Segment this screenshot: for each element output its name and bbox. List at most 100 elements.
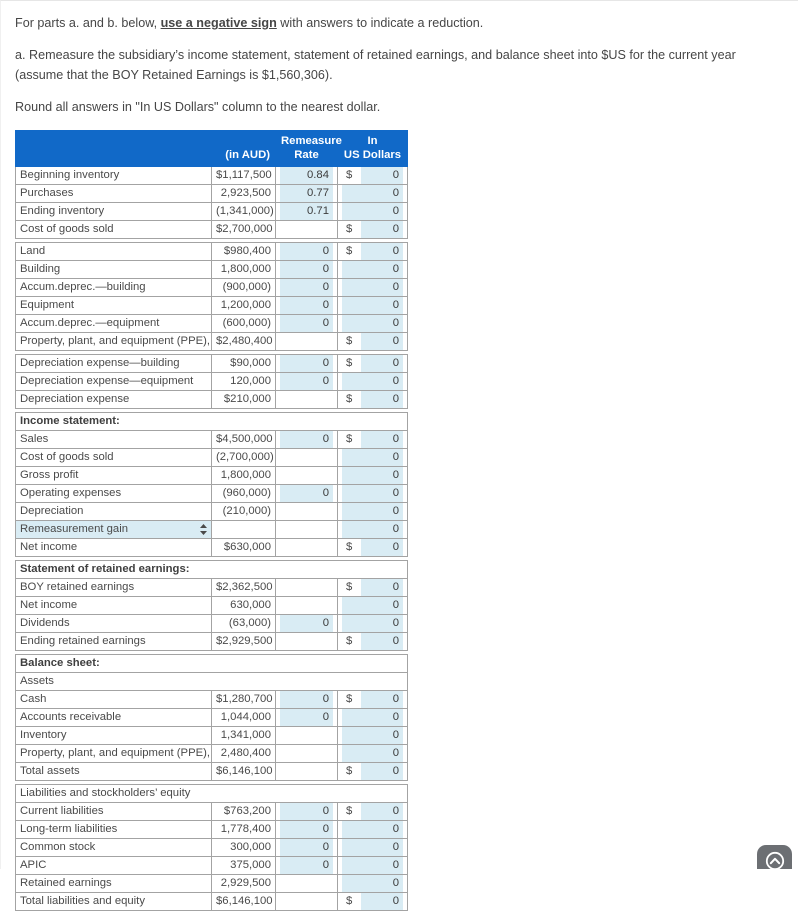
usd-cell-inner [342, 297, 403, 314]
rate-input-equipment[interactable] [280, 297, 333, 314]
section-row-statement-of-retained-earnings: Statement of retained earnings: [15, 559, 408, 579]
remeasurement-gain-select[interactable]: Remeasurement gain [15, 519, 212, 539]
row-label: Equipment [15, 295, 212, 315]
usd-input-sales[interactable] [361, 431, 403, 448]
usd-input-net-income[interactable] [342, 597, 403, 614]
usd-input-operating-expenses[interactable] [342, 485, 403, 502]
usd-cell [337, 201, 408, 221]
rate-input-purchases[interactable] [280, 185, 333, 202]
row-label: Land [15, 241, 212, 261]
rate-input-current-liabilities[interactable] [280, 803, 333, 820]
aud-value: $2,362,500 [211, 577, 276, 597]
rate-input-accum-deprec-building[interactable] [280, 279, 333, 296]
usd-input-accum-deprec-equipment[interactable] [342, 315, 403, 332]
rate-input-cash[interactable] [280, 691, 333, 708]
rate-cell [275, 259, 338, 279]
usd-input-depreciation[interactable] [342, 503, 403, 520]
section-title: Balance sheet: [15, 653, 408, 673]
usd-input-cost-of-goods-sold[interactable] [361, 221, 403, 238]
header-in-us-dollars: In US Dollars [337, 129, 408, 167]
rate-input-long-term-liabilities[interactable] [280, 821, 333, 838]
rate-input-ending-inventory[interactable] [280, 203, 333, 220]
table-row-accounts-receivable: Accounts receivable 1,044,000 [15, 707, 408, 727]
usd-input-equipment[interactable] [342, 297, 403, 314]
usd-input-land[interactable] [361, 243, 403, 260]
rate-input-dividends[interactable] [280, 615, 333, 632]
usd-input-depreciation-expense[interactable] [361, 391, 403, 408]
rate-input-building[interactable] [280, 261, 333, 278]
usd-input-apic[interactable] [342, 857, 403, 874]
rate-cell [275, 241, 338, 261]
usd-input-retained-earnings[interactable] [342, 875, 403, 892]
usd-input-purchases[interactable] [342, 185, 403, 202]
usd-cell-inner [342, 503, 403, 520]
usd-input-ending-inventory[interactable] [342, 203, 403, 220]
usd-input-remeasurement-gain[interactable] [342, 521, 403, 538]
table-row-depreciation-expense-equipment: Depreciation expense—equipment 120,000 [15, 371, 408, 391]
row-label: APIC [15, 855, 212, 875]
rate-input-accum-deprec-equipment[interactable] [280, 315, 333, 332]
rate-cell [275, 519, 338, 539]
row-label: Depreciation expense—building [15, 353, 212, 373]
usd-cell-inner [342, 875, 403, 892]
usd-cell-inner: $ [342, 355, 403, 372]
rate-input-depreciation-expense-equipment[interactable] [280, 373, 333, 390]
usd-input-cash[interactable] [361, 691, 403, 708]
dollar-sign-label: $ [346, 335, 353, 348]
usd-input-total-assets[interactable] [361, 763, 403, 780]
row-label: Depreciation expense [15, 389, 212, 409]
usd-input-building[interactable] [342, 261, 403, 278]
usd-cell-inner [342, 485, 403, 502]
rate-input-land[interactable] [280, 243, 333, 260]
scroll-to-top-button[interactable] [757, 845, 792, 869]
rate-input-sales[interactable] [280, 431, 333, 448]
aud-value: $4,500,000 [211, 429, 276, 449]
table-row-apic: APIC 375,000 [15, 855, 408, 875]
usd-input-dividends[interactable] [342, 615, 403, 632]
row-label: Total liabilities and equity [15, 891, 212, 911]
usd-input-common-stock[interactable] [342, 839, 403, 856]
rate-input-depreciation-expense-building[interactable] [280, 355, 333, 372]
row-label: Net income [15, 537, 212, 557]
usd-cell [337, 277, 408, 297]
rate-cell-inner [280, 803, 333, 820]
usd-input-long-term-liabilities[interactable] [342, 821, 403, 838]
aud-value: (210,000) [211, 501, 276, 521]
rate-cell-inner [280, 315, 333, 332]
aud-value: (600,000) [211, 313, 276, 333]
usd-cell: $ [337, 631, 408, 651]
usd-input-inventory[interactable] [342, 727, 403, 744]
dollar-sign-label: $ [346, 223, 353, 236]
usd-cell [337, 259, 408, 279]
rate-input-common-stock[interactable] [280, 839, 333, 856]
dollar-sign-label: $ [346, 541, 353, 554]
usd-input-net-income[interactable] [361, 539, 403, 556]
usd-input-gross-profit[interactable] [342, 467, 403, 484]
usd-input-current-liabilities[interactable] [361, 803, 403, 820]
rate-input-operating-expenses[interactable] [280, 485, 333, 502]
aud-value: 1,800,000 [211, 259, 276, 279]
usd-input-accounts-receivable[interactable] [342, 709, 403, 726]
usd-input-property-plant-and-equipment-ppe-net[interactable] [342, 745, 403, 762]
rate-input-apic[interactable] [280, 857, 333, 874]
instruction-suffix: with answers to indicate a reduction. [276, 16, 484, 30]
usd-input-depreciation-expense-building[interactable] [361, 355, 403, 372]
row-label: Accum.deprec.—building [15, 277, 212, 297]
usd-input-ending-retained-earnings[interactable] [361, 633, 403, 650]
aud-value: $2,700,000 [211, 219, 276, 239]
usd-input-total-liabilities-and-equity[interactable] [361, 893, 403, 910]
usd-cell-inner: $ [342, 539, 403, 556]
rate-input-accounts-receivable[interactable] [280, 709, 333, 726]
usd-input-property-plant-and-equipment-ppe-net[interactable] [361, 333, 403, 350]
table-header: (in AUD) Remeasure Rate In US Dollars [15, 129, 408, 167]
usd-input-cost-of-goods-sold[interactable] [342, 449, 403, 466]
rate-cell [275, 873, 338, 893]
rate-input-beginning-inventory[interactable] [280, 167, 333, 184]
usd-input-beginning-inventory[interactable] [361, 167, 403, 184]
usd-input-depreciation-expense-equipment[interactable] [342, 373, 403, 390]
aud-value: 2,480,400 [211, 743, 276, 763]
usd-input-boy-retained-earnings[interactable] [361, 579, 403, 596]
aud-value: $1,280,700 [211, 689, 276, 709]
usd-cell [337, 483, 408, 503]
usd-input-accum-deprec-building[interactable] [342, 279, 403, 296]
